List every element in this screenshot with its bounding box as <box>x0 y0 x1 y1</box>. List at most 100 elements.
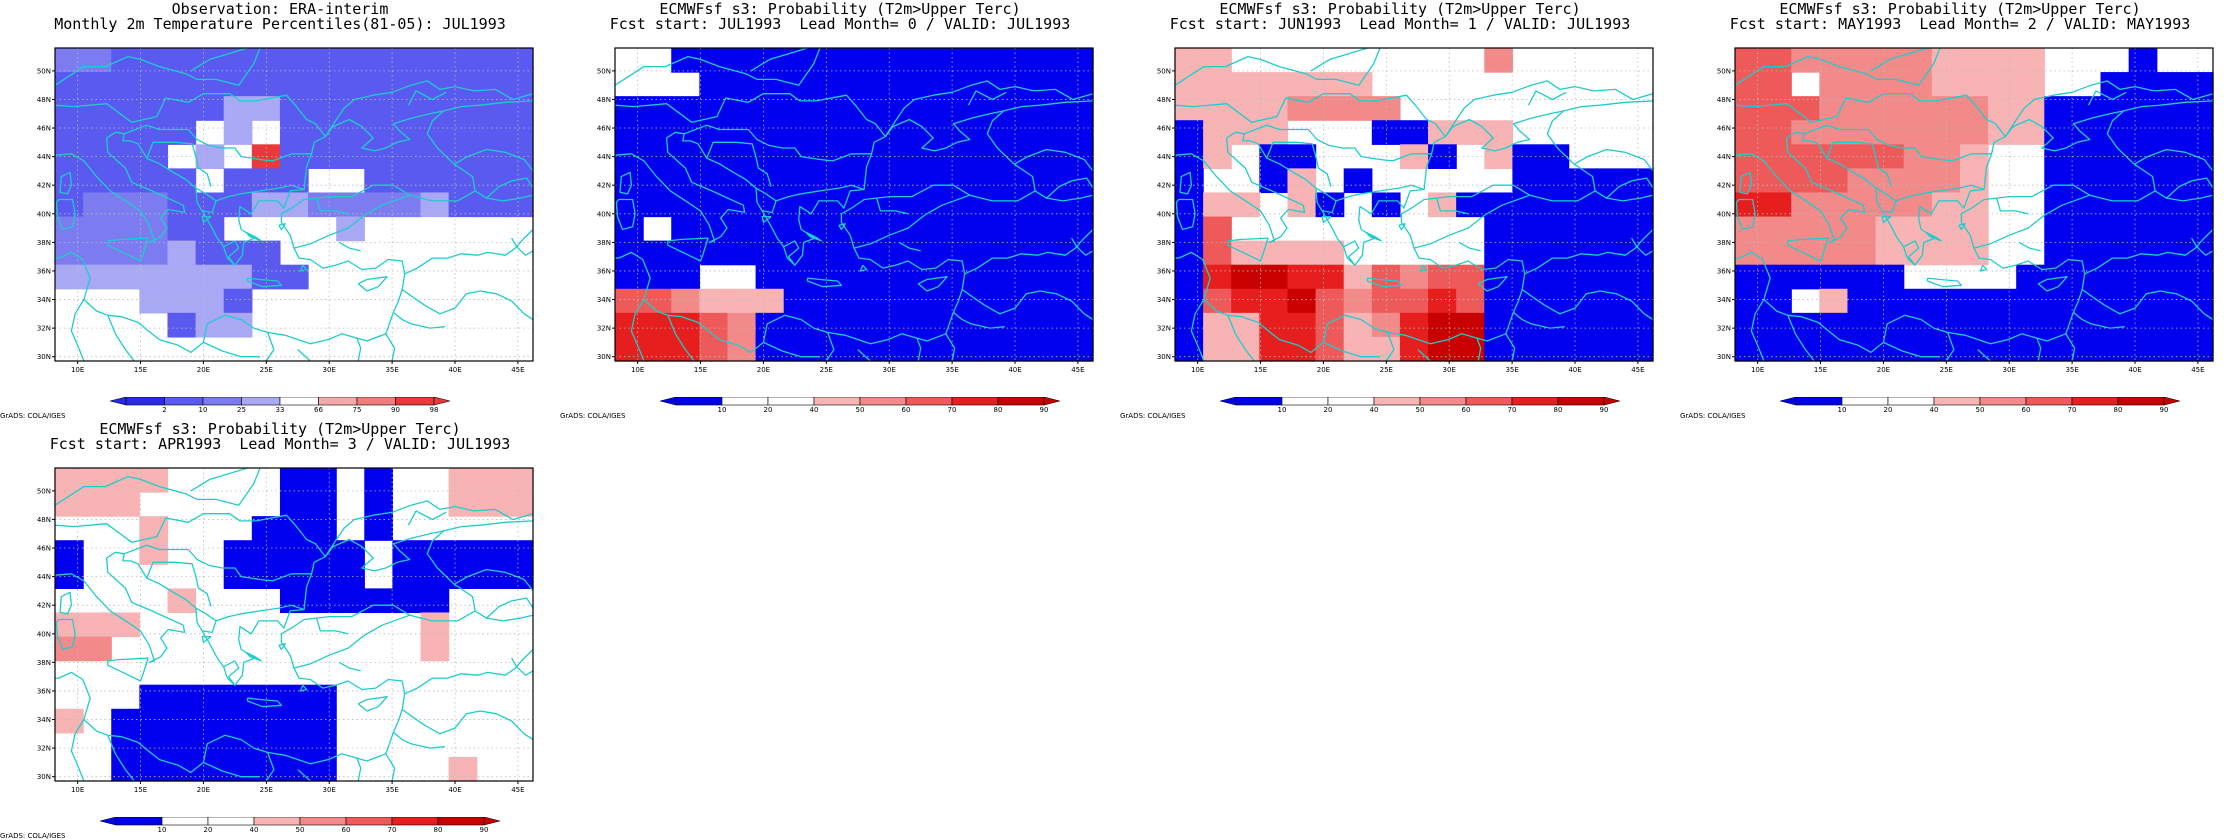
lat-tick-label: 34N <box>597 296 611 304</box>
grid-cell <box>671 264 700 290</box>
grid-cell <box>1847 48 1877 73</box>
grid-cell <box>1959 240 1989 266</box>
grid-cell <box>2016 72 2045 97</box>
colorbar-segment <box>1465 397 1513 406</box>
grid-cell <box>2184 72 2214 97</box>
lat-tick-label: 36N <box>597 267 611 275</box>
grid-cell <box>2072 168 2102 194</box>
grid-cell <box>1064 168 1094 194</box>
colorbar-tick-label: 98 <box>430 406 439 413</box>
lon-tick-label: 35E <box>945 366 958 374</box>
grid-cell <box>448 168 478 194</box>
grid-cell <box>1791 264 1820 290</box>
lat-tick-label: 42N <box>597 182 611 190</box>
grid-cell <box>868 48 897 73</box>
colorbar-segment <box>1281 397 1329 406</box>
grid-cell <box>448 492 478 517</box>
grid-cell <box>1399 288 1429 314</box>
grid-cell <box>1315 288 1345 314</box>
lat-tick-label: 34N <box>1157 296 1171 304</box>
grid-cell <box>952 48 982 73</box>
grid-cell <box>279 120 309 145</box>
grid-cell <box>1568 336 1598 362</box>
grid-cell <box>1988 96 2017 121</box>
grid-cell <box>1763 312 1792 338</box>
colorbar-end <box>1603 397 1620 406</box>
grid-cell <box>783 312 813 338</box>
grid-cell <box>1763 192 1792 218</box>
grid-cell <box>671 288 700 314</box>
grid-cell <box>924 288 954 314</box>
colorbar-end <box>1220 397 1237 406</box>
grid-cell <box>839 240 869 266</box>
grid-cell <box>699 312 729 338</box>
grid-cell <box>980 48 1010 73</box>
colorbar-tick-label: 90 <box>480 826 489 833</box>
grid-cell <box>111 168 140 194</box>
lon-tick-label: 15E <box>694 366 707 374</box>
grid-cell <box>980 312 1010 338</box>
colorbar-tick-label: 60 <box>342 826 351 833</box>
grid-cell <box>1540 192 1570 218</box>
grid-cell <box>1008 336 1038 362</box>
grid-cell <box>1624 336 1654 362</box>
colorbar-end <box>1043 397 1060 406</box>
grid-cell <box>223 264 253 290</box>
grid-cell <box>1596 192 1626 218</box>
colorbar-segment <box>1979 397 2027 406</box>
colorbar: 10 20 40 50 60 70 80 90 <box>1220 397 1620 413</box>
lon-tick-label: 20E <box>197 366 210 374</box>
colorbar-segment <box>1933 397 1981 406</box>
grid-cell <box>1287 168 1317 194</box>
grid-cell <box>392 72 422 97</box>
panel-title: ECMWFsf s3: Probability (T2m>Upper Terc) <box>1219 0 1581 18</box>
lon-tick-label: 20E <box>1877 366 1890 374</box>
lat-tick-label: 30N <box>37 773 51 781</box>
grid-cell <box>111 612 140 638</box>
grid-cell <box>868 168 897 194</box>
grid-cell <box>1175 216 1204 242</box>
grid-cell <box>1203 288 1232 314</box>
colorbar-tick-label: 80 <box>1554 406 1563 413</box>
grid-cell <box>1287 264 1317 290</box>
colorbar-segment <box>345 817 393 826</box>
grid-cell <box>139 120 169 145</box>
grid-cell <box>1259 240 1289 266</box>
grid-cell <box>896 72 925 97</box>
grid-cell <box>1428 288 1457 314</box>
map-area: 50N 48N 46N 44N 42N 40N 38N 36N 34N 32N 30N 10E 15E 2… <box>1150 39 1658 379</box>
colorbar-tick-label: 20 <box>204 826 213 833</box>
grid-cell <box>55 96 84 121</box>
grid-cell <box>1343 264 1373 290</box>
grid-cell <box>1791 168 1820 194</box>
panel-title: ECMWFsf s3: Probability (T2m>Upper Terc) <box>659 0 1021 18</box>
grid-cell <box>980 240 1010 266</box>
grid-cell <box>1287 288 1317 314</box>
colorbar-segment <box>859 397 907 406</box>
lat-tick-label: 34N <box>37 716 51 724</box>
coastlines <box>614 47 1094 362</box>
grid-cell <box>392 48 422 73</box>
grid-cell <box>2184 96 2214 121</box>
grid-cell <box>1931 48 1961 73</box>
grid-cell <box>924 48 954 73</box>
grid-cell <box>1903 288 1933 314</box>
lat-tick-label: 46N <box>37 545 51 553</box>
colorbar: 10 20 40 50 60 70 80 90 <box>660 397 1060 413</box>
grid-cell <box>448 468 478 493</box>
grid-cell <box>1875 168 1905 194</box>
colorbar-tick-label: 50 <box>856 406 865 413</box>
grid-cell <box>2128 216 2158 242</box>
grid-cell <box>1287 336 1317 362</box>
grid-cell <box>896 312 925 338</box>
grid-cell <box>1568 312 1598 338</box>
map-frame <box>54 467 534 782</box>
grid-cell <box>336 72 365 97</box>
grid-cell <box>2128 192 2158 218</box>
grid-cell <box>1064 288 1094 314</box>
grid-cell <box>1259 168 1289 194</box>
panel-subtitle: Fcst start: MAY1993 Lead Month= 2 / VALI… <box>1729 15 2191 33</box>
grid-cell <box>55 120 84 145</box>
lat-tick-label: 32N <box>37 745 51 753</box>
colorbar: 10 20 40 50 60 70 80 90 <box>100 817 500 833</box>
